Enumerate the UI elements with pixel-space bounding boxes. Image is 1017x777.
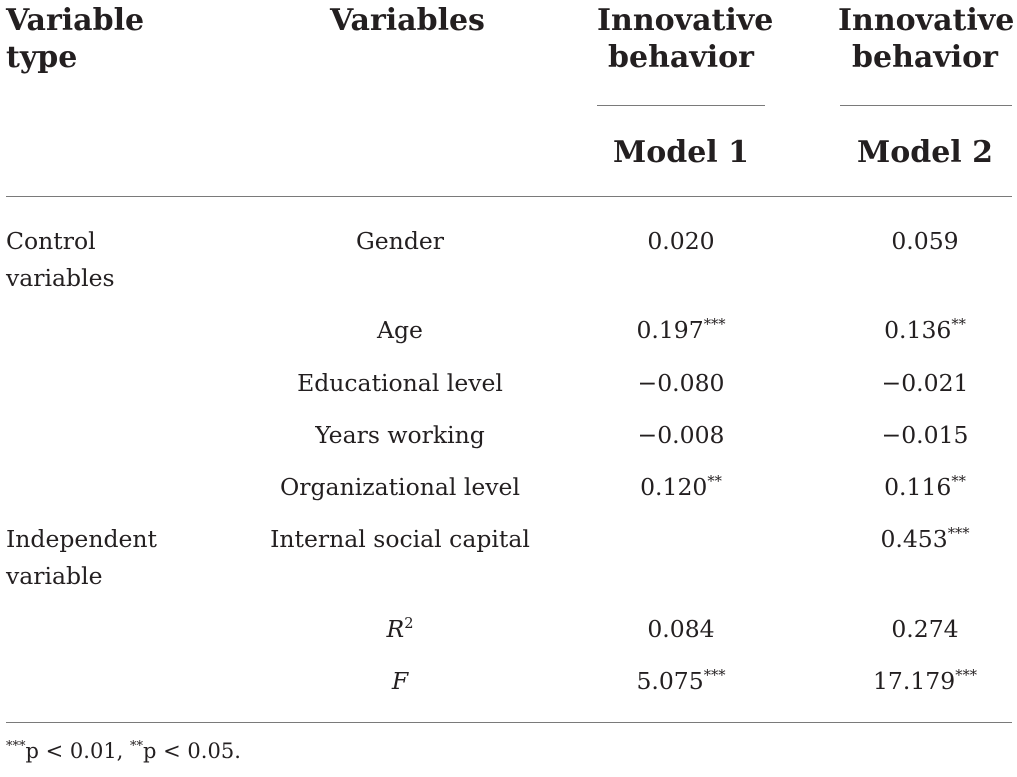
row-education-variable: Educational level — [297, 369, 503, 397]
stat-symbol: F — [391, 667, 409, 695]
header-outcome-1-line1: Innovative — [597, 3, 774, 38]
header-bottom-rule — [6, 196, 1012, 197]
footnote-mark-2: ** — [130, 739, 144, 754]
table-bottom-rule — [6, 722, 1012, 723]
value: 5.075 — [636, 667, 704, 695]
row-gender-variable: Gender — [356, 227, 444, 255]
stat-exponent: 2 — [404, 615, 414, 633]
row-age-m1: 0.197*** — [597, 312, 765, 349]
header-model-2: Model 2 — [857, 135, 993, 170]
value: −0.015 — [881, 421, 969, 449]
significance-mark: *** — [703, 316, 726, 334]
value: −0.008 — [637, 421, 725, 449]
outcome-1-underline — [597, 105, 765, 106]
group-label-control-line1: Control — [6, 227, 96, 255]
header-outcome-2-line1: Innovative — [838, 3, 1015, 38]
row-age-m2: 0.136** — [838, 312, 1012, 349]
footnote-text-1: p < 0.01, — [25, 739, 131, 763]
significance-mark: ** — [951, 316, 966, 334]
row-education-m1: −0.080 — [597, 365, 765, 402]
significance-mark: ** — [707, 473, 722, 491]
header-outcome-2-line2: behavior — [852, 40, 998, 75]
value: 0.084 — [647, 615, 715, 643]
header-variable-type-line2: type — [6, 40, 78, 75]
value: 0.197 — [636, 316, 704, 344]
row-age-variable: Age — [377, 316, 423, 344]
group-label-independent-line2: variable — [6, 562, 103, 590]
header-variable-type: Variable type — [6, 2, 144, 76]
stat-symbol: R — [386, 615, 405, 643]
significance-mark: ** — [951, 473, 966, 491]
significance-mark: *** — [947, 525, 970, 543]
header-variable-type-line1: Variable — [6, 3, 145, 38]
header-variables: Variables — [330, 3, 485, 38]
group-label-control-line2: variables — [6, 264, 115, 292]
header-outcome-1-line2: behavior — [608, 40, 754, 75]
value: 0.116 — [884, 473, 952, 501]
stat-r-squared-m2: 0.274 — [838, 611, 1012, 648]
group-label-control: Control variables — [6, 223, 115, 297]
value: 0.136 — [884, 316, 952, 344]
stat-r-squared-m1: 0.084 — [597, 611, 765, 648]
footnote-mark-1: *** — [6, 739, 26, 754]
header-model-1: Model 1 — [613, 135, 749, 170]
row-gender-m2: 0.059 — [838, 223, 1012, 260]
header-outcome-2: Innovative behavior — [838, 2, 1015, 76]
row-org-level-m1: 0.120** — [597, 469, 765, 506]
table-footnote: ***p < 0.01, **p < 0.05. — [6, 736, 241, 766]
outcome-2-underline — [840, 105, 1012, 106]
row-education-m2: −0.021 — [838, 365, 1012, 402]
row-social-capital-m2: 0.453*** — [838, 521, 1012, 558]
value: −0.021 — [881, 369, 969, 397]
row-years-working-m1: −0.008 — [597, 417, 765, 454]
row-social-capital-variable: Internal social capital — [270, 525, 530, 553]
stat-f-m2: 17.179*** — [838, 663, 1012, 700]
stat-f-label: F — [250, 663, 550, 700]
row-years-working-m2: −0.015 — [838, 417, 1012, 454]
significance-mark: *** — [703, 667, 726, 685]
value: −0.080 — [637, 369, 725, 397]
stat-r-squared-label: R2 — [250, 611, 550, 648]
row-org-level-variable: Organizational level — [280, 473, 520, 501]
significance-mark: *** — [955, 667, 978, 685]
header-outcome-1: Innovative behavior — [597, 2, 774, 76]
value: 0.274 — [891, 615, 959, 643]
row-org-level-m2: 0.116** — [838, 469, 1012, 506]
stat-f-m1: 5.075*** — [597, 663, 765, 700]
row-gender-m1: 0.020 — [597, 223, 765, 260]
group-label-independent-line1: Independent — [6, 525, 157, 553]
value: 0.453 — [880, 525, 948, 553]
value: 0.059 — [891, 227, 959, 255]
value: 0.120 — [640, 473, 708, 501]
row-years-working-variable: Years working — [315, 421, 485, 449]
footnote-text-2: p < 0.05. — [143, 739, 241, 763]
value: 0.020 — [647, 227, 715, 255]
value: 17.179 — [872, 667, 956, 695]
group-label-independent: Independent variable — [6, 521, 157, 595]
